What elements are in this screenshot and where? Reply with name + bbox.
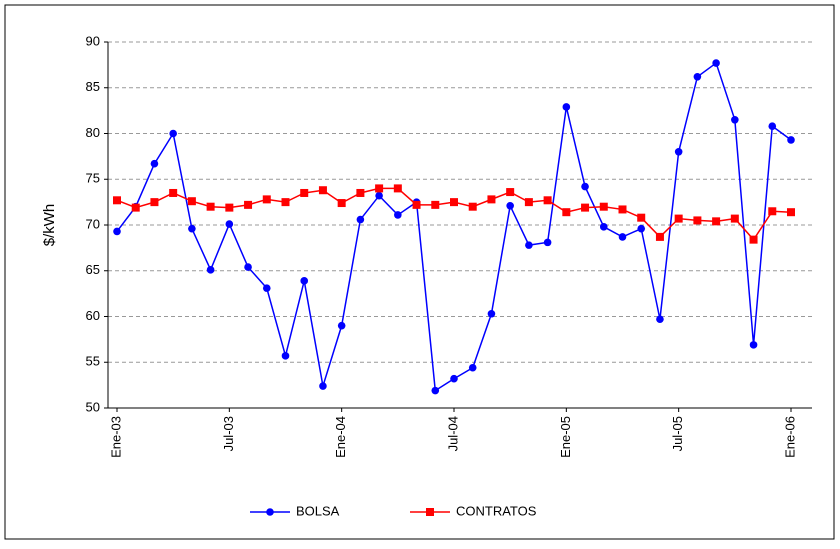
- marker: [506, 188, 515, 197]
- x-tick-label: Jul-04: [445, 416, 460, 451]
- marker: [581, 182, 589, 191]
- y-tick-label: 75: [86, 171, 100, 186]
- x-tick-label: Jul-03: [221, 416, 236, 451]
- marker: [113, 196, 121, 205]
- legend-label: CONTRATOS: [456, 503, 537, 518]
- marker: [244, 200, 253, 209]
- marker: [731, 115, 739, 124]
- marker: [394, 211, 402, 219]
- marker: [225, 220, 234, 228]
- x-tick-label: Jul-05: [670, 416, 685, 451]
- marker: [506, 201, 514, 210]
- x-tick-label: Ene-04: [333, 416, 348, 458]
- marker: [637, 224, 646, 233]
- marker: [431, 200, 440, 209]
- y-axis-label: $/kWh: [41, 204, 58, 247]
- marker: [562, 103, 571, 111]
- marker: [131, 203, 140, 212]
- marker: [524, 198, 533, 207]
- marker: [655, 232, 664, 241]
- marker: [337, 199, 346, 208]
- y-tick-label: 90: [86, 33, 100, 48]
- marker: [225, 203, 234, 212]
- marker: [656, 315, 664, 324]
- chart-border: [4, 4, 835, 540]
- y-tick-label: 85: [86, 79, 100, 94]
- marker: [787, 208, 795, 217]
- marker: [375, 184, 384, 193]
- marker: [113, 227, 121, 236]
- marker: [206, 266, 215, 274]
- y-tick-label: 65: [86, 262, 100, 277]
- y-tick-label: 80: [86, 125, 100, 140]
- marker: [356, 215, 365, 224]
- marker: [450, 198, 458, 207]
- marker: [749, 341, 758, 349]
- marker: [543, 196, 552, 205]
- marker: [300, 188, 309, 197]
- marker: [431, 386, 440, 395]
- marker: [150, 159, 159, 168]
- marker: [487, 309, 496, 318]
- y-tick-label: 60: [86, 308, 100, 323]
- marker: [730, 214, 739, 223]
- marker: [188, 224, 196, 233]
- marker: [318, 186, 327, 195]
- marker: [487, 195, 496, 204]
- marker: [450, 374, 458, 383]
- marker: [206, 202, 215, 211]
- marker: [468, 363, 477, 372]
- marker: [674, 148, 683, 156]
- marker: [749, 235, 758, 244]
- y-tick-label: 55: [86, 354, 100, 369]
- marker: [337, 321, 346, 330]
- marker: [244, 263, 252, 271]
- marker: [525, 241, 533, 249]
- marker: [712, 59, 720, 67]
- marker: [674, 214, 683, 223]
- marker: [281, 198, 290, 207]
- marker: [281, 352, 290, 360]
- marker: [787, 136, 795, 144]
- marker: [693, 216, 702, 225]
- marker: [637, 213, 646, 222]
- marker: [150, 198, 159, 207]
- marker: [262, 284, 271, 292]
- legend-label: BOLSA: [296, 503, 340, 518]
- marker: [768, 207, 777, 216]
- marker: [187, 197, 196, 206]
- marker: [581, 203, 590, 212]
- marker: [356, 188, 365, 197]
- marker: [618, 233, 627, 241]
- marker: [412, 200, 421, 209]
- marker: [693, 72, 702, 81]
- marker: [393, 184, 402, 193]
- marker: [468, 202, 477, 211]
- marker: [169, 129, 177, 138]
- x-tick-label: Ene-03: [108, 416, 123, 458]
- marker: [599, 223, 608, 231]
- marker: [562, 208, 571, 217]
- y-tick-label: 70: [86, 216, 100, 231]
- marker: [300, 277, 309, 285]
- y-tick-label: 50: [86, 399, 100, 414]
- legend-marker: [426, 508, 434, 516]
- marker: [712, 217, 721, 226]
- x-tick-label: Ene-05: [558, 416, 573, 458]
- marker: [169, 188, 178, 197]
- marker: [618, 205, 627, 214]
- marker: [768, 122, 777, 130]
- marker: [375, 191, 383, 200]
- marker: [543, 238, 552, 247]
- marker: [262, 195, 271, 204]
- x-tick-label: Ene-06: [782, 416, 797, 458]
- marker: [599, 202, 608, 211]
- legend-marker: [266, 508, 274, 516]
- marker: [319, 382, 327, 390]
